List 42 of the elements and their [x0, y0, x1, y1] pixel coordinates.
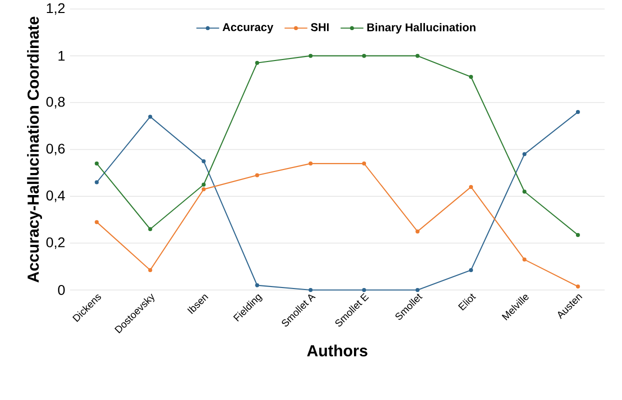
point	[416, 229, 420, 234]
point	[94, 162, 99, 166]
point	[148, 227, 152, 232]
legend-label: Accuracy	[222, 23, 274, 34]
point	[202, 187, 206, 192]
point	[362, 288, 366, 292]
point	[202, 182, 206, 187]
point	[148, 114, 152, 119]
point	[94, 180, 99, 184]
point	[308, 288, 313, 292]
point	[255, 173, 260, 178]
y-tick-label: 1,2	[46, 3, 65, 15]
point	[362, 54, 366, 58]
point	[202, 159, 206, 164]
point	[362, 162, 366, 166]
point	[576, 284, 580, 288]
y-tick-label: 1	[58, 51, 65, 61]
point	[522, 152, 526, 156]
point	[416, 54, 420, 58]
point	[255, 283, 260, 288]
y-tick-label: 0,6	[46, 144, 65, 156]
point	[576, 110, 580, 114]
x-axis-title: Authors	[307, 344, 368, 356]
point	[148, 268, 152, 272]
point	[522, 190, 526, 194]
legend-label: SHI	[310, 23, 329, 32]
point	[522, 258, 526, 262]
point	[94, 220, 99, 224]
point	[416, 288, 420, 292]
point	[468, 74, 473, 79]
y-tick-label: 0,4	[46, 190, 65, 202]
point	[255, 60, 260, 65]
point	[308, 54, 313, 58]
y-tick-label: 0	[58, 285, 65, 295]
point	[468, 184, 473, 189]
legend-label: Binary Hallucination	[367, 23, 476, 34]
y-tick-label: 0,8	[46, 96, 65, 108]
point	[468, 268, 473, 272]
y-tick-label: 0,2	[46, 237, 65, 249]
y-axis-title: Accuracy-Hallucination Coordinate	[27, 16, 42, 282]
point	[308, 162, 313, 166]
point	[576, 232, 580, 237]
